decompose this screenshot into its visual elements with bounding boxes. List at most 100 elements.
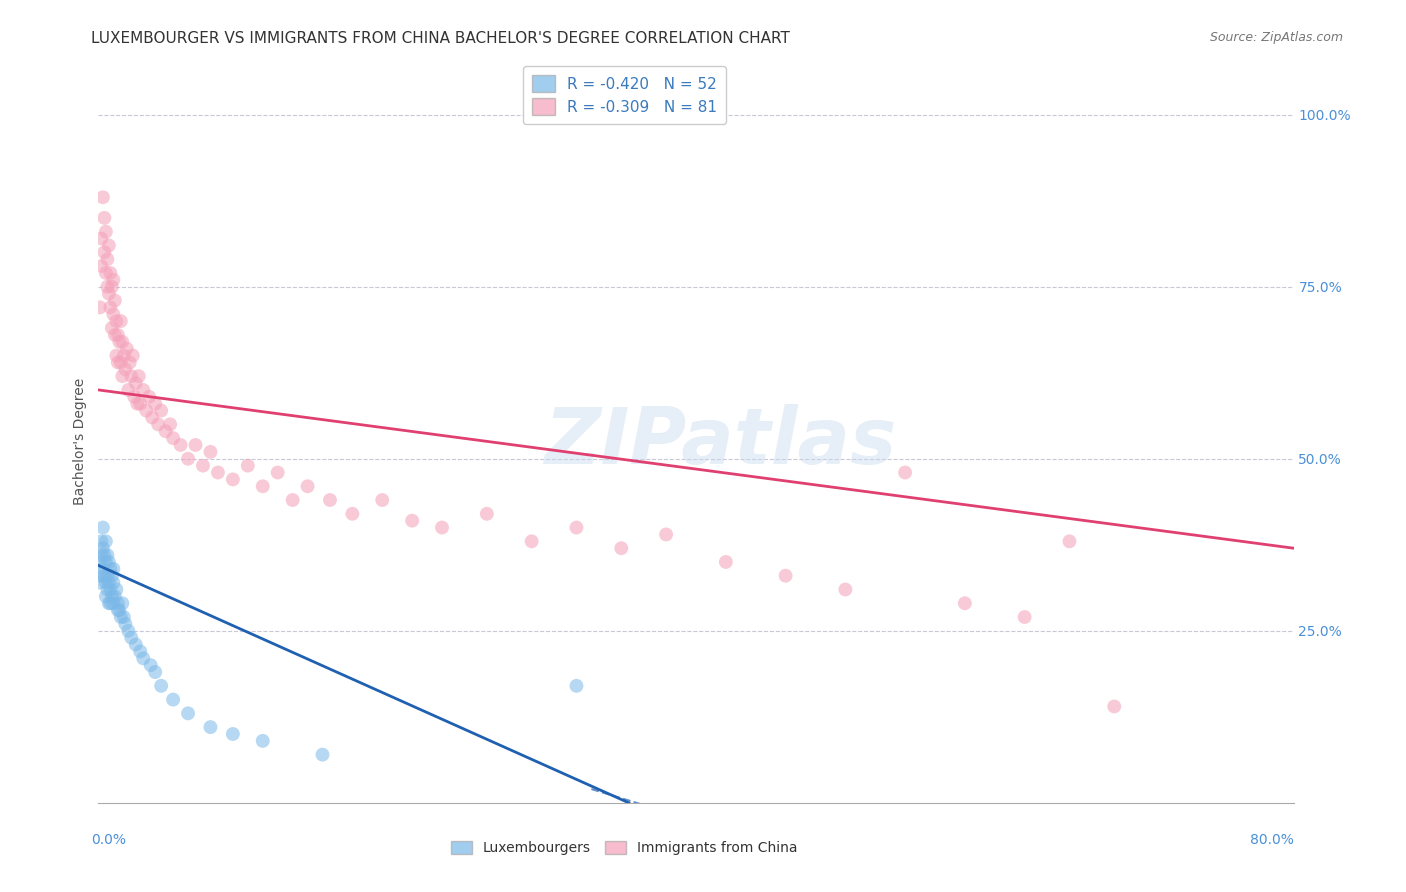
Point bbox=[267, 466, 290, 480]
Text: ZIPatlas: ZIPatlas bbox=[544, 403, 896, 480]
Point bbox=[101, 590, 124, 604]
Point bbox=[319, 493, 342, 508]
Point bbox=[89, 575, 111, 590]
Point bbox=[97, 286, 120, 301]
Point bbox=[159, 417, 181, 432]
Point bbox=[98, 266, 122, 280]
Point bbox=[103, 273, 125, 287]
Point bbox=[129, 397, 152, 411]
Point bbox=[252, 734, 274, 748]
Point bbox=[150, 679, 173, 693]
Point bbox=[125, 638, 148, 652]
Point bbox=[96, 568, 118, 582]
Point bbox=[110, 355, 132, 369]
Point bbox=[96, 279, 118, 293]
Point bbox=[138, 390, 160, 404]
Point bbox=[107, 327, 129, 342]
Point bbox=[565, 679, 588, 693]
Point bbox=[894, 466, 917, 480]
Point bbox=[104, 327, 127, 342]
Point bbox=[148, 417, 170, 432]
Point bbox=[97, 575, 120, 590]
Point bbox=[120, 369, 142, 384]
Point bbox=[108, 603, 131, 617]
Point bbox=[127, 397, 149, 411]
Point bbox=[94, 555, 117, 569]
Point bbox=[143, 665, 166, 679]
Point bbox=[93, 211, 115, 225]
Point bbox=[93, 548, 115, 562]
Point bbox=[135, 403, 157, 417]
Point bbox=[162, 431, 184, 445]
Point bbox=[121, 349, 143, 363]
Point bbox=[200, 720, 222, 734]
Point bbox=[200, 445, 222, 459]
Point bbox=[93, 245, 115, 260]
Point bbox=[311, 747, 333, 762]
Point bbox=[1104, 699, 1126, 714]
Point bbox=[117, 383, 139, 397]
Point bbox=[89, 555, 111, 569]
Point bbox=[90, 259, 112, 273]
Point bbox=[143, 397, 166, 411]
Point bbox=[91, 190, 114, 204]
Legend: Luxembourgers, Immigrants from China: Luxembourgers, Immigrants from China bbox=[446, 836, 803, 861]
Point bbox=[104, 293, 127, 308]
Point bbox=[1014, 610, 1036, 624]
Point bbox=[91, 562, 114, 576]
Point bbox=[150, 403, 173, 417]
Point bbox=[108, 334, 131, 349]
Point bbox=[124, 390, 146, 404]
Point bbox=[105, 314, 128, 328]
Point bbox=[775, 568, 797, 582]
Point bbox=[371, 493, 394, 508]
Point bbox=[90, 568, 112, 582]
Point bbox=[101, 321, 124, 335]
Point bbox=[90, 548, 112, 562]
Point bbox=[98, 301, 122, 315]
Point bbox=[117, 624, 139, 638]
Text: Source: ZipAtlas.com: Source: ZipAtlas.com bbox=[1209, 31, 1343, 45]
Point bbox=[401, 514, 423, 528]
Point bbox=[89, 301, 111, 315]
Point bbox=[98, 596, 122, 610]
Point bbox=[714, 555, 737, 569]
Point bbox=[281, 493, 304, 508]
Point bbox=[1059, 534, 1081, 549]
Point bbox=[252, 479, 274, 493]
Point bbox=[132, 651, 155, 665]
Point bbox=[177, 706, 200, 721]
Point bbox=[114, 616, 136, 631]
Point bbox=[115, 342, 138, 356]
Point bbox=[953, 596, 976, 610]
Point bbox=[297, 479, 319, 493]
Point bbox=[520, 534, 543, 549]
Point bbox=[120, 631, 142, 645]
Point bbox=[112, 349, 135, 363]
Point bbox=[430, 520, 453, 534]
Point bbox=[91, 520, 114, 534]
Point bbox=[184, 438, 207, 452]
Point bbox=[98, 582, 122, 597]
Point bbox=[222, 727, 245, 741]
Point bbox=[565, 520, 588, 534]
Point bbox=[105, 582, 128, 597]
Point bbox=[139, 658, 162, 673]
Point bbox=[110, 314, 132, 328]
Text: 0.0%: 0.0% bbox=[91, 833, 127, 847]
Point bbox=[96, 548, 118, 562]
Point bbox=[111, 334, 134, 349]
Point bbox=[103, 307, 125, 321]
Point bbox=[104, 590, 127, 604]
Point bbox=[162, 692, 184, 706]
Point bbox=[107, 603, 129, 617]
Point bbox=[141, 410, 163, 425]
Point bbox=[475, 507, 498, 521]
Text: 80.0%: 80.0% bbox=[1250, 833, 1294, 847]
Point bbox=[236, 458, 259, 473]
Point bbox=[110, 610, 132, 624]
Point bbox=[94, 225, 117, 239]
Point bbox=[128, 369, 150, 384]
Point bbox=[191, 458, 214, 473]
Point bbox=[94, 590, 117, 604]
